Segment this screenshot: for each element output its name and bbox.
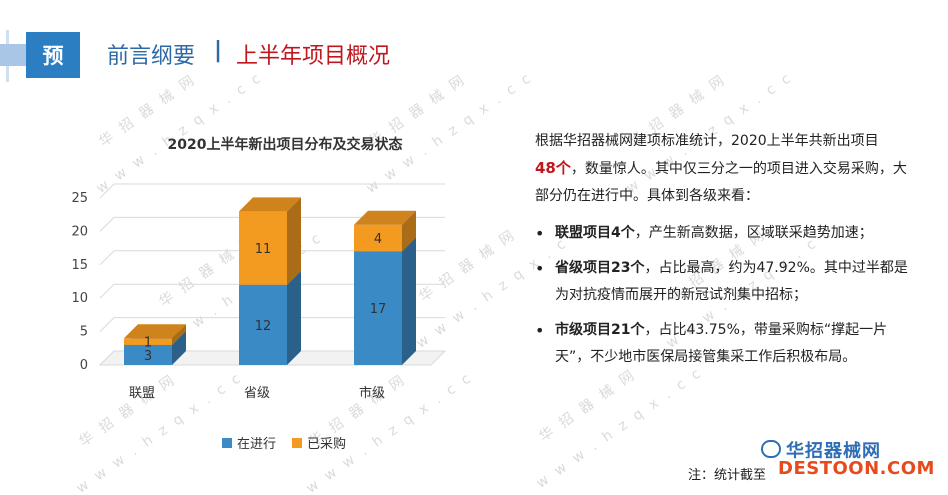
gridline-diagonal: [99, 317, 115, 332]
brand-logo-icon: [761, 440, 781, 458]
data-label: 4: [374, 232, 382, 247]
bar-side: [287, 270, 301, 365]
gridline-diagonal: [99, 250, 115, 266]
x-tick-label: 市级: [359, 385, 385, 401]
bar-side: [172, 330, 186, 365]
legend-item-in-progress: 在进行: [222, 433, 276, 452]
list-item-text: ，占比最高，约为47.92%。其中过半都是为对抗疫情而展开的新冠试剂集中招标；: [555, 260, 908, 303]
gridline-diagonal: [99, 283, 115, 299]
bar-segment: [354, 224, 402, 252]
brand-name: 华招器械网: [786, 441, 881, 462]
legend-swatch: [292, 437, 303, 448]
bar-side: [172, 324, 186, 345]
bar-segment: [239, 211, 287, 285]
y-tick-label: 5: [80, 325, 88, 340]
data-label: 1: [144, 336, 152, 351]
bar-segment: [124, 344, 172, 365]
badge-accent-bar: [0, 44, 26, 66]
watermark: w w w . h z q x . c c: [533, 364, 707, 492]
list-item-municipal: 市级项目21个，占比43.75%，带量采购标“撑起一片天”，不少地市医保局接管集…: [535, 317, 915, 371]
bar-top: [239, 197, 301, 212]
gridline-diagonal: [99, 183, 115, 199]
legend-item-purchased: 已采购: [292, 433, 346, 452]
brand-watermark-logo: DESTOON.COM: [778, 458, 935, 479]
footnote: 注：统计截至: [688, 468, 767, 483]
gridline-diagonal: [99, 217, 115, 232]
intro-text-a: 根据华招器械网建项标准统计，2020上半年共新出项目: [535, 133, 879, 149]
y-tick-label: 25: [71, 191, 88, 206]
bar-side: [402, 210, 416, 252]
list-item-text: ，占比43.75%，带量采购标“撑起一片天”，不少地市医保局接管集采工作后积极布…: [555, 322, 888, 365]
x-tick-label: 联盟: [129, 386, 155, 401]
list-item-bold: 市级项目21个: [555, 322, 645, 338]
list-item-alliance: 联盟项目4个，产生新高数据，区域联采趋势加速；: [535, 220, 915, 247]
legend-swatch: [222, 437, 232, 448]
stacked-bar-chart: 0 5 10 15 20 25 31 联盟 12 11 省级 17 4 市级: [71, 183, 447, 401]
bar-top: [124, 324, 186, 339]
intro-text-b: ，数量惊人。其中仅三分之一的项目进入交易采购，大部分仍在进行中。具体到各级来看：: [535, 161, 907, 204]
section-title: 前言纲要: [107, 44, 196, 69]
list-item-text: ，产生新高数据，区域联采趋势加速；: [634, 225, 873, 241]
bar-segment: [124, 338, 172, 345]
y-tick-label: 20: [71, 224, 88, 239]
title-separator: |: [214, 38, 223, 63]
bar-segment: [239, 284, 287, 365]
data-label: 12: [255, 319, 272, 334]
chart-title: 2020上半年新出项目分布及交易状态: [167, 137, 403, 153]
slide-header: 预 前言纲要 | 上半年项目概况: [0, 0, 948, 95]
summary-text: 根据华招器械网建项标准统计，2020上半年共新出项目 48个，数量惊人。其中仅三…: [535, 128, 915, 379]
legend-label: 已采购: [307, 437, 347, 452]
bar-top: [354, 210, 416, 225]
level-list: 联盟项目4个，产生新高数据，区域联采趋势加速； 省级项目23个，占比最高，约为4…: [535, 220, 915, 371]
list-item-bold: 省级项目23个: [555, 260, 645, 276]
y-tick-label: 10: [71, 291, 88, 306]
data-label: 11: [255, 242, 272, 257]
intro-paragraph: 根据华招器械网建项标准统计，2020上半年共新出项目 48个，数量惊人。其中仅三…: [535, 128, 915, 210]
section-badge: 预: [26, 32, 80, 78]
y-tick-label: 15: [71, 258, 88, 273]
list-item-bold: 联盟项目4个: [555, 225, 635, 241]
legend-label: 在进行: [237, 437, 277, 452]
x-tick-label: 省级: [244, 386, 270, 401]
bar-side: [287, 197, 301, 285]
data-label: 17: [370, 302, 387, 317]
chart-legend: 在进行 已采购: [222, 433, 346, 452]
list-item-provincial: 省级项目23个，占比最高，约为47.92%。其中过半都是为对抗疫情而展开的新冠试…: [535, 255, 915, 309]
bar-side: [402, 237, 416, 365]
data-label: 3: [144, 349, 152, 364]
bar-segment: [354, 251, 402, 365]
y-tick-label: 0: [80, 358, 88, 373]
total-count: 48个: [535, 159, 571, 177]
page-title: 上半年项目概况: [236, 44, 391, 69]
